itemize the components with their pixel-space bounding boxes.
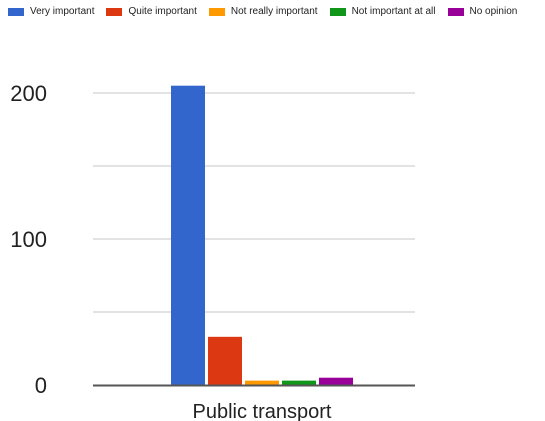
legend-item: Not important at all — [329, 6, 436, 17]
legend-label: Not really important — [230, 6, 318, 17]
bar — [245, 380, 279, 385]
bar-layer — [93, 85, 415, 387]
legend-swatch — [106, 7, 123, 16]
legend: Very important Quite important Not really … — [8, 6, 517, 17]
legend-item: Very important — [8, 6, 94, 17]
grid-layer: 0 100 200 — [10, 81, 415, 398]
bar — [319, 377, 353, 385]
legend-swatch — [329, 7, 346, 16]
y-tick-label: 200 — [10, 81, 47, 106]
legend-item: Quite important — [106, 6, 197, 17]
y-tick-label: 100 — [10, 227, 47, 252]
legend-item: No opinion — [447, 6, 518, 17]
bar — [171, 85, 205, 385]
y-tick-label: 0 — [35, 373, 47, 398]
legend-label: Not important at all — [351, 6, 436, 17]
legend-swatch — [8, 7, 24, 16]
category-label: Public transport — [193, 401, 332, 421]
legend-swatch — [208, 7, 225, 16]
bar — [208, 336, 242, 385]
legend-label: Quite important — [128, 6, 197, 17]
legend-label: No opinion — [469, 6, 518, 17]
legend-swatch — [447, 7, 464, 16]
legend-label: Very important — [30, 6, 95, 17]
legend-item: Not really important — [208, 6, 318, 17]
bar — [282, 380, 316, 385]
